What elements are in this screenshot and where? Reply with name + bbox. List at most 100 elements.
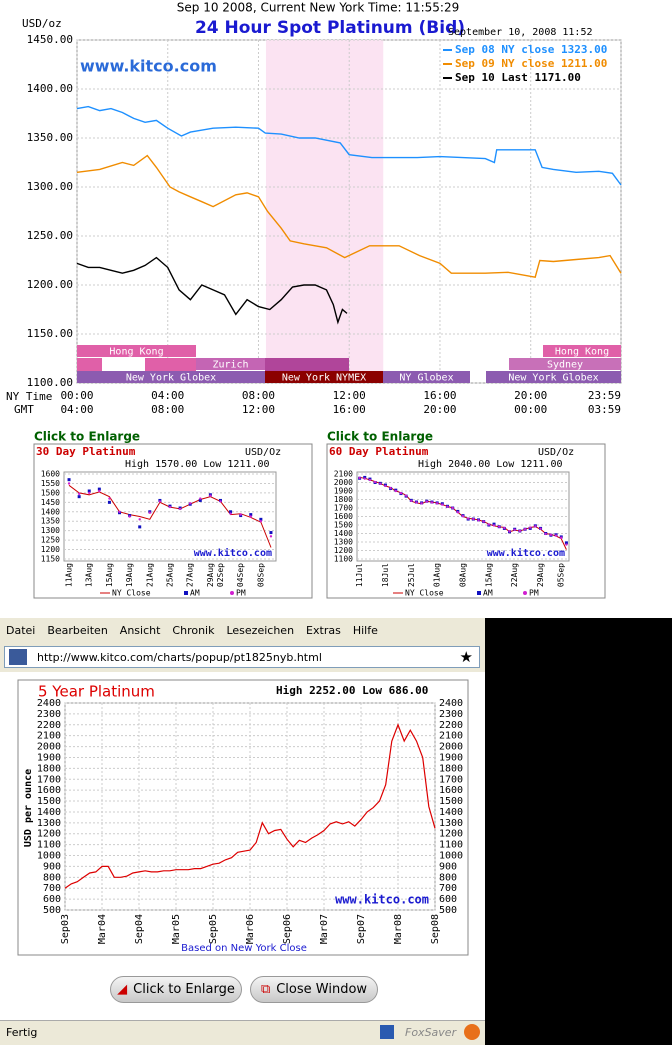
x-tick-label: 05Sep [557,563,566,587]
pm-point [518,529,522,533]
y-tick-label: 1800 [37,763,61,774]
x-tick-label: 18Jul [381,563,390,587]
y-axis-label: USD per ounce [23,769,34,847]
y-tick-label: 1150 [41,555,60,564]
pm-point [565,543,568,546]
menu-item[interactable]: Hilfe [352,623,378,637]
session-gap [102,358,145,371]
pm-point [472,517,475,521]
status-bar: Fertig FoxSaver [0,1020,485,1045]
y-tick-label: 1500 [41,488,60,497]
x2-tick-label: 08:00 [151,403,184,416]
legend-label: Sep 08 NY close 1323.00 [455,43,607,56]
pm-point [219,500,222,503]
y-tick-label: 700 [439,883,457,894]
y-tick-label: 1450 [41,498,60,507]
x-tick-label: Sep08 [430,914,441,944]
legend-label: AM [483,589,493,598]
legend-swatch [184,591,188,595]
am-point [77,495,81,499]
pm-point [461,514,465,518]
pm-point [399,491,403,495]
am-point [492,522,496,526]
url[interactable]: http://www.kitco.com/charts/popup/pt1825… [37,651,322,664]
x2-tick-label: 03:59 [588,403,621,416]
address-bar[interactable]: http://www.kitco.com/charts/popup/pt1825… [4,646,480,668]
menu-item[interactable]: Chronik [172,623,215,637]
pm-point [435,502,439,505]
session-bar [383,371,470,383]
pm-point [425,500,429,503]
pm-point [466,517,470,520]
y-tick-label: 1100 [439,840,463,851]
y-tick-label: 2100 [334,470,353,479]
y-tick-label: 1200 [439,829,463,840]
pm-point [492,524,496,527]
pm-point [430,501,434,504]
pm-point [239,513,242,516]
legend-swatch [477,591,481,595]
am-point [198,498,202,502]
pm-point [441,503,444,506]
menu-item[interactable]: Datei [6,623,36,637]
watermark: www.kitco.com [487,547,565,559]
y-tick-label: 1000 [439,851,463,862]
y-tick-label: 1700 [334,504,353,513]
session-bar [509,358,621,370]
chart-title: 30 Day Platinum [36,445,136,458]
y-tick-label: 2000 [439,742,463,753]
session-bar [265,371,383,383]
x-tick-label: 23:59 [588,389,621,402]
am-point [259,517,263,521]
x-tick-label: 29Aug [536,563,545,587]
y-tick-label: 1600 [41,470,60,479]
y-tick-label: 2100 [439,731,463,742]
y-tick-label: 500 [439,905,457,916]
y-tick-label: 1250.00 [27,229,73,242]
line-series [76,105,622,186]
x-tick-label: 13Aug [85,563,94,587]
menu-item[interactable]: Bearbeiten [47,623,108,637]
session-label: New York Globex [508,373,598,384]
y-tick-label: 2000 [334,478,353,487]
pm-point [544,532,547,536]
enlarge-button[interactable]: ◢ Click to Enlarge [110,976,242,1003]
y-tick-label: 900 [43,861,61,872]
page-title: Sep 10 2008, Current New York Time: 11:5… [177,1,459,15]
y-tick-label: 1500 [334,521,353,530]
pm-point [98,489,101,493]
x-tick-label: Sep03 [60,914,71,944]
y-tick-label: 500 [43,905,61,916]
bookmark-star[interactable]: ★ [459,648,473,666]
line-series [76,256,348,325]
y-tick-label: 1900 [37,752,61,763]
am-point [564,541,568,545]
x-tick-label: 04:00 [151,389,184,402]
enlarge-link[interactable]: Click to Enlarge [327,430,433,444]
enlarge-link[interactable]: Click to Enlarge [34,430,140,444]
timestamp: September 10, 2008 11:52 [448,27,593,38]
session-bar [196,358,265,370]
x-tick-label: 27Aug [186,563,195,587]
session-label: Zurich [212,360,248,371]
menu-item[interactable]: Extras [306,623,341,637]
y-tick-label: 2000 [37,742,61,753]
pm-point [487,523,491,526]
y-tick-label: 1100 [37,840,61,851]
x2-tick-label: 00:00 [514,403,547,416]
close-button[interactable]: ⧉ Close Window [250,976,378,1003]
x-tick-label: Sep05 [208,914,219,944]
y-tick-label: 1700 [439,774,463,785]
nymex-shade [265,40,384,383]
menu-item[interactable]: Ansicht [119,623,161,637]
session-label: NY Globex [399,373,453,384]
x-tick-label: Mar04 [97,914,108,944]
y-tick-label: 800 [439,872,457,883]
session-label: Hong Kong [555,347,609,358]
menu-item[interactable]: Lesezeichen [226,623,295,637]
y-tick-label: 1400 [439,807,463,818]
legend-label: PM [529,589,539,598]
addon-label: FoxSaver [405,1026,457,1039]
pm-point [108,497,111,500]
x-tick-label: 22Aug [510,563,519,587]
